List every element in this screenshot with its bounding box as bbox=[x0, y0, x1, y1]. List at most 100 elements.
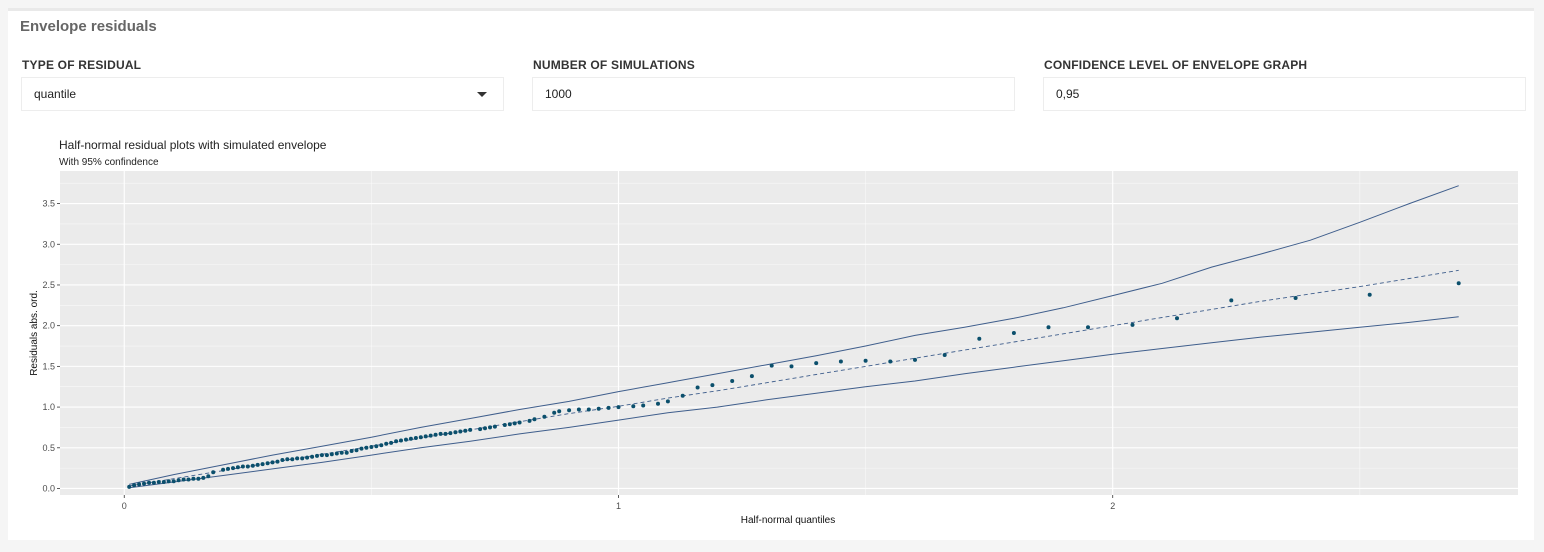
residual-point bbox=[369, 445, 374, 449]
x-tick-label: 0 bbox=[122, 501, 127, 511]
residual-point bbox=[576, 407, 581, 412]
residual-point bbox=[1367, 292, 1372, 297]
residual-point bbox=[863, 358, 868, 363]
residual-point bbox=[374, 444, 379, 449]
residual-point bbox=[502, 423, 507, 427]
residual-point bbox=[132, 483, 137, 488]
residual-point bbox=[606, 405, 611, 410]
residual-point bbox=[364, 445, 369, 450]
residual-point bbox=[151, 480, 156, 485]
residual-point bbox=[404, 437, 408, 442]
residual-point bbox=[814, 361, 819, 366]
residual-point bbox=[245, 464, 250, 469]
chevron-down-icon bbox=[477, 92, 487, 97]
y-axis: 0.0 0.5 1.0 1.5 2.0 2.5 3.0 3.5 bbox=[42, 199, 60, 493]
residual-point bbox=[631, 404, 636, 409]
residual-point bbox=[260, 462, 265, 467]
residual-point bbox=[206, 474, 211, 479]
residual-point bbox=[942, 353, 947, 357]
grid-lines bbox=[60, 171, 1518, 495]
y-tick-label: 1.5 bbox=[42, 361, 55, 371]
residual-point bbox=[458, 429, 463, 434]
residual-point bbox=[255, 462, 260, 467]
residual-point bbox=[127, 484, 132, 489]
residual-point bbox=[339, 450, 344, 455]
residual-point bbox=[235, 465, 240, 470]
residual-point bbox=[270, 460, 275, 465]
residual-point bbox=[211, 470, 216, 475]
residual-point bbox=[250, 463, 255, 468]
residual-point bbox=[512, 421, 517, 426]
residual-point bbox=[290, 457, 295, 462]
confidence-value: 0,95 bbox=[1056, 87, 1080, 101]
residual-point bbox=[665, 399, 670, 404]
median-envelope-line bbox=[129, 269, 1459, 487]
residual-point bbox=[196, 476, 201, 481]
residual-point bbox=[428, 433, 433, 438]
residual-point bbox=[532, 417, 537, 422]
residual-point bbox=[695, 385, 700, 390]
residual-point bbox=[379, 443, 384, 448]
residual-point bbox=[191, 476, 196, 481]
residual-point bbox=[1229, 298, 1234, 303]
residual-point bbox=[527, 418, 532, 423]
y-tick-label: 2.0 bbox=[42, 321, 55, 331]
residual-point bbox=[319, 453, 324, 458]
residual-point bbox=[171, 479, 176, 484]
residual-point bbox=[201, 475, 206, 480]
residual-point bbox=[656, 401, 660, 406]
residual-point bbox=[567, 408, 572, 413]
residual-point bbox=[1456, 281, 1461, 286]
residual-point bbox=[507, 422, 512, 427]
y-axis-title: Residuals abs. ord. bbox=[29, 290, 40, 376]
residual-point bbox=[280, 458, 285, 462]
y-tick-label: 0.5 bbox=[42, 443, 55, 453]
residual-point bbox=[384, 441, 389, 446]
residual-point bbox=[552, 410, 557, 415]
envelope-lines bbox=[129, 185, 1459, 489]
confidence-label: CONFIDENCE LEVEL OF ENVELOPE GRAPH bbox=[1044, 58, 1308, 72]
x-axis: 0 1 2 bbox=[122, 495, 1115, 511]
residual-point bbox=[275, 459, 280, 464]
residual-point bbox=[641, 403, 646, 408]
residual-point bbox=[789, 364, 794, 369]
residual-point bbox=[710, 383, 715, 388]
residual-points bbox=[127, 281, 1461, 489]
residual-point bbox=[913, 357, 917, 362]
residual-point bbox=[310, 454, 315, 459]
residual-point bbox=[240, 464, 245, 469]
x-tick-label: 1 bbox=[616, 501, 621, 511]
residual-point bbox=[838, 359, 843, 364]
residual-type-value: quantile bbox=[34, 87, 77, 101]
residual-point bbox=[221, 467, 226, 472]
residual-point bbox=[1130, 322, 1135, 327]
residual-point bbox=[730, 379, 735, 383]
residual-point bbox=[680, 393, 685, 398]
residual-point bbox=[769, 363, 774, 368]
residual-point bbox=[1086, 325, 1090, 330]
lower-envelope-line bbox=[129, 316, 1459, 489]
residual-point bbox=[166, 479, 171, 484]
confidence-input[interactable]: 0,95 bbox=[1043, 77, 1526, 111]
residual-point bbox=[433, 432, 438, 437]
panel-title: Envelope residuals bbox=[20, 18, 157, 35]
y-tick-label: 0.0 bbox=[42, 483, 55, 493]
residual-point bbox=[265, 461, 270, 466]
residual-point bbox=[359, 446, 364, 451]
residual-point bbox=[285, 457, 290, 462]
residual-point bbox=[557, 409, 562, 414]
residual-point bbox=[399, 438, 403, 443]
residual-point bbox=[181, 477, 186, 482]
residual-point bbox=[186, 477, 191, 482]
residual-type-select[interactable]: quantile bbox=[21, 77, 504, 111]
residual-point bbox=[977, 336, 982, 341]
residual-point bbox=[349, 449, 354, 453]
residual-point bbox=[315, 453, 319, 458]
simulations-input[interactable]: 1000 bbox=[532, 77, 1015, 111]
residual-point bbox=[226, 466, 230, 471]
residual-point bbox=[413, 436, 418, 440]
residual-point bbox=[156, 480, 161, 484]
residual-point bbox=[888, 359, 893, 364]
residual-point bbox=[231, 466, 235, 471]
residual-point bbox=[478, 427, 483, 432]
